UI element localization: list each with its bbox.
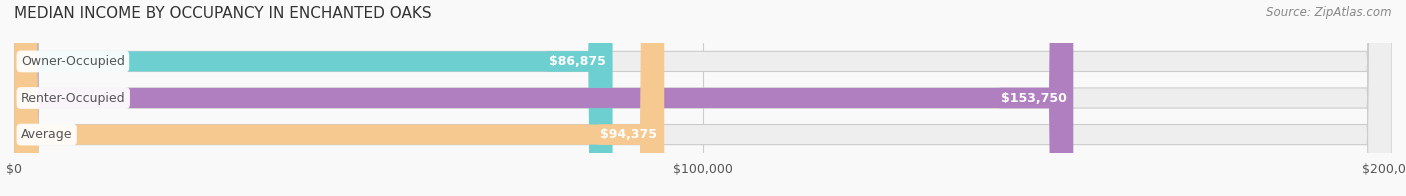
- Text: MEDIAN INCOME BY OCCUPANCY IN ENCHANTED OAKS: MEDIAN INCOME BY OCCUPANCY IN ENCHANTED …: [14, 6, 432, 21]
- Text: Renter-Occupied: Renter-Occupied: [21, 92, 125, 104]
- FancyBboxPatch shape: [14, 0, 1392, 196]
- Text: $94,375: $94,375: [600, 128, 658, 141]
- FancyBboxPatch shape: [14, 0, 664, 196]
- FancyBboxPatch shape: [14, 0, 613, 196]
- Text: Average: Average: [21, 128, 73, 141]
- Text: $86,875: $86,875: [548, 55, 606, 68]
- FancyBboxPatch shape: [14, 0, 1392, 196]
- Text: Owner-Occupied: Owner-Occupied: [21, 55, 125, 68]
- FancyBboxPatch shape: [14, 0, 1073, 196]
- Text: Source: ZipAtlas.com: Source: ZipAtlas.com: [1267, 6, 1392, 19]
- FancyBboxPatch shape: [14, 0, 1392, 196]
- Text: $153,750: $153,750: [1001, 92, 1066, 104]
